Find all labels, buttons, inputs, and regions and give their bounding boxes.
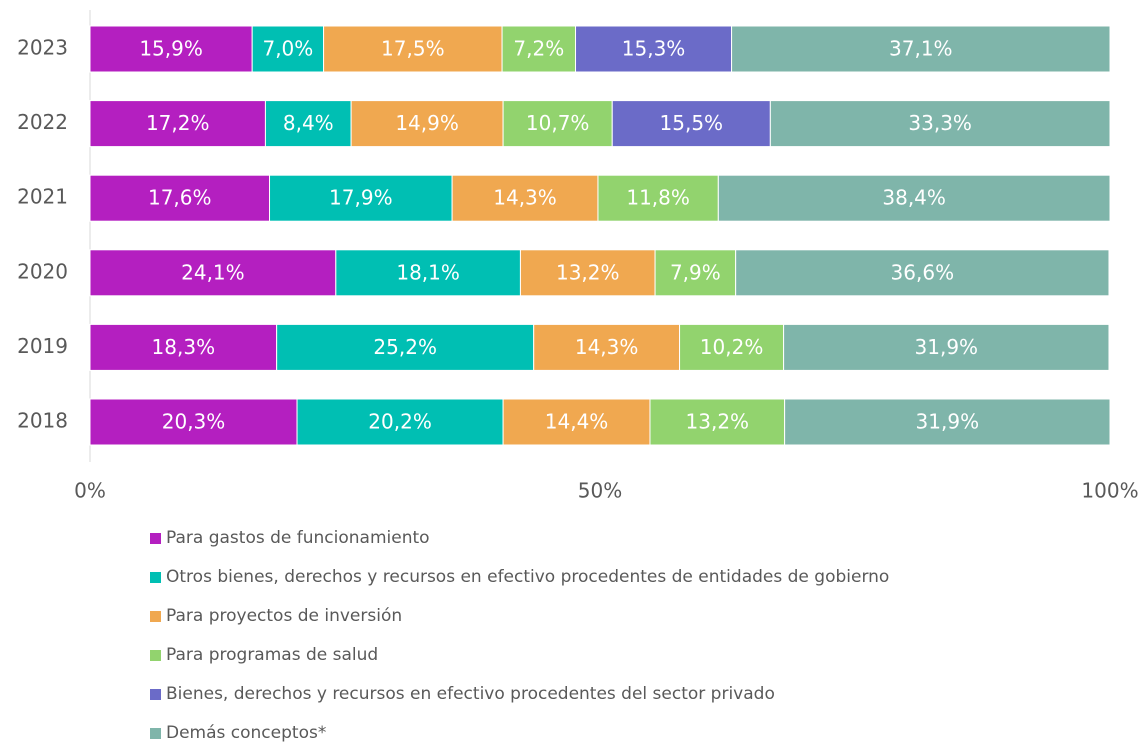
bar-segment (597, 174, 719, 222)
data-label: 14,3% (493, 186, 557, 210)
bar-segment (533, 323, 681, 371)
y-tick-label: 2020 (17, 259, 68, 283)
data-label: 11,8% (626, 186, 690, 210)
data-label: 17,9% (329, 186, 393, 210)
data-label: 10,2% (700, 335, 764, 359)
bar-segment (269, 174, 453, 222)
x-tick-label: 0% (74, 479, 106, 503)
legend-swatch (150, 572, 161, 583)
data-label: 31,9% (916, 410, 980, 434)
data-label: 31,9% (915, 335, 979, 359)
bar-segment (735, 249, 1110, 297)
data-label: 7,9% (670, 260, 721, 284)
bar-segment (350, 100, 504, 148)
data-label: 7,2% (513, 37, 564, 61)
bar-segment (519, 249, 656, 297)
data-label: 36,6% (891, 260, 955, 284)
data-label: 7,0% (262, 37, 313, 61)
data-label: 17,6% (148, 186, 212, 210)
data-label: 14,4% (545, 410, 609, 434)
legend-swatch (150, 650, 161, 661)
bar-segment (784, 398, 1111, 446)
data-label: 24,1% (181, 260, 245, 284)
bar-segment (769, 100, 1111, 148)
legend-swatch (150, 611, 161, 622)
legend-label: Otros bienes, derechos y recursos en efe… (166, 567, 889, 587)
bar-segment (717, 174, 1111, 222)
bar-segment (502, 100, 613, 148)
bar-segment (89, 323, 278, 371)
data-label: 25,2% (373, 335, 437, 359)
data-label: 18,3% (152, 335, 216, 359)
data-label: 20,2% (368, 410, 432, 434)
bar-segment (649, 398, 786, 446)
bar-segment (251, 25, 325, 73)
data-label: 17,2% (146, 111, 210, 135)
bar-segment (451, 174, 599, 222)
y-tick-label: 2023 (17, 36, 68, 60)
data-label: 17,5% (381, 37, 445, 61)
data-label: 20,3% (162, 410, 226, 434)
bar-segment (679, 323, 785, 371)
data-label: 18,1% (396, 260, 460, 284)
bar-segment (276, 323, 535, 371)
bar-segment (89, 398, 298, 446)
y-tick-label: 2021 (17, 185, 68, 209)
data-label: 37,1% (889, 37, 953, 61)
x-tick-label: 100% (1081, 479, 1138, 503)
legend-swatch (150, 689, 161, 700)
legend-label: Para proyectos de inversión (166, 606, 402, 626)
legend-swatch (150, 728, 161, 739)
data-label: 8,4% (283, 111, 334, 135)
data-label: 33,3% (908, 111, 972, 135)
legend-label: Demás conceptos* (166, 723, 326, 743)
data-label: 15,9% (139, 37, 203, 61)
legend-swatch (150, 533, 161, 544)
bar-segment (89, 174, 271, 222)
data-label: 13,2% (556, 260, 620, 284)
bar-segment (611, 100, 771, 148)
bar-segment (323, 25, 503, 73)
x-tick-label: 50% (578, 479, 622, 503)
legend-label: Para gastos de funcionamiento (166, 528, 430, 548)
data-label: 14,9% (395, 111, 459, 135)
bar-segment (783, 323, 1110, 371)
bar-segment (296, 398, 504, 446)
bar-segment (89, 249, 337, 297)
data-label: 10,7% (526, 111, 590, 135)
legend-label: Para programas de salud (166, 645, 378, 665)
y-tick-label: 2019 (17, 334, 68, 358)
legend-label: Bienes, derechos y recursos en efectivo … (166, 684, 775, 704)
data-label: 13,2% (686, 410, 750, 434)
bar-segment (654, 249, 737, 297)
data-label: 38,4% (882, 186, 946, 210)
bar-segment (502, 398, 651, 446)
y-tick-label: 2022 (17, 110, 68, 134)
data-label: 15,3% (622, 37, 686, 61)
data-label: 15,5% (660, 111, 724, 135)
bar-segment (335, 249, 521, 297)
data-label: 14,3% (575, 335, 639, 359)
bar-segment (731, 25, 1111, 73)
y-tick-label: 2018 (17, 409, 68, 433)
